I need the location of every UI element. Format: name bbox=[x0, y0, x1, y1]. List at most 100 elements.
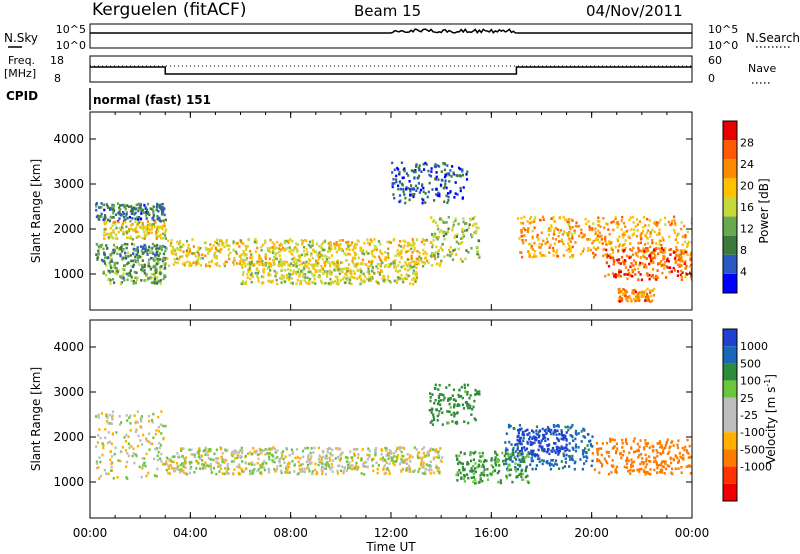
velocity-cell bbox=[135, 428, 138, 432]
velocity-cell bbox=[490, 459, 493, 462]
freq-tick-top: 18 bbox=[50, 54, 64, 67]
power-cell bbox=[577, 224, 581, 228]
power-cell bbox=[155, 245, 158, 248]
power-colorbar-frame bbox=[722, 120, 738, 294]
velocity-cell bbox=[125, 414, 128, 417]
power-cell bbox=[658, 228, 661, 231]
velocity-cell bbox=[513, 443, 517, 447]
velocity-cell bbox=[436, 419, 439, 422]
power-cell bbox=[356, 239, 359, 242]
power-cell bbox=[369, 238, 372, 242]
power-cell bbox=[658, 233, 661, 236]
power-cell bbox=[105, 244, 108, 247]
power-cell bbox=[475, 222, 478, 226]
power-cell bbox=[635, 295, 638, 298]
velocity-cell bbox=[135, 454, 138, 458]
power-cell bbox=[348, 281, 351, 285]
velocity-cell bbox=[519, 472, 522, 475]
velocity-cell bbox=[513, 427, 516, 431]
velocity-cell bbox=[461, 403, 464, 407]
power-cell bbox=[185, 253, 188, 257]
velocity-cell bbox=[596, 450, 599, 454]
power-cell bbox=[442, 220, 445, 224]
power-cell bbox=[393, 262, 396, 266]
power-cell bbox=[359, 267, 362, 271]
velocity-cell bbox=[511, 460, 514, 463]
velocity-cell bbox=[189, 462, 192, 466]
power-cell bbox=[158, 252, 162, 255]
power-cell bbox=[624, 266, 627, 269]
power-cell bbox=[255, 268, 258, 272]
power-cell bbox=[298, 256, 301, 260]
velocity-cell bbox=[449, 406, 452, 409]
velocity-cell bbox=[126, 419, 129, 422]
power-cell bbox=[294, 261, 297, 265]
power-cell bbox=[538, 242, 541, 246]
velocity-cell bbox=[535, 429, 538, 432]
power-cell bbox=[350, 282, 353, 286]
velocity-cell bbox=[190, 453, 193, 456]
velocity-cell bbox=[265, 448, 268, 452]
velocity-cell bbox=[548, 462, 551, 465]
power-cell bbox=[249, 273, 252, 277]
power-cell bbox=[130, 227, 133, 231]
velocity-cell bbox=[178, 455, 181, 459]
velocity-cell bbox=[436, 469, 439, 473]
power-cell bbox=[358, 276, 361, 279]
velocity-cell bbox=[535, 438, 538, 442]
velocity-cell bbox=[110, 465, 113, 469]
velocity-cell bbox=[328, 465, 331, 468]
power-cell bbox=[157, 230, 160, 233]
velocity-cell bbox=[656, 454, 659, 458]
velocity-cell bbox=[438, 471, 441, 475]
velocity-cell bbox=[671, 467, 674, 471]
power-cell bbox=[690, 221, 692, 224]
power-cell bbox=[596, 220, 599, 223]
power-cell bbox=[628, 295, 631, 298]
power-cell bbox=[98, 218, 101, 221]
power-cell bbox=[96, 214, 99, 218]
power-cell bbox=[287, 263, 290, 267]
power-cell bbox=[396, 279, 399, 282]
velocity-cell bbox=[567, 428, 570, 432]
velocity-cell bbox=[274, 470, 277, 473]
power-cell bbox=[362, 272, 365, 276]
power-cell bbox=[212, 244, 215, 247]
power-cell bbox=[689, 258, 692, 262]
power-cell bbox=[293, 264, 297, 267]
velocity-cell bbox=[433, 448, 436, 452]
power-cell bbox=[220, 239, 224, 243]
power-cell bbox=[160, 237, 163, 240]
power-cell bbox=[239, 254, 242, 257]
power-cell bbox=[542, 254, 545, 257]
power-cell bbox=[354, 253, 357, 257]
velocity-cell bbox=[231, 460, 234, 463]
velocity-cell bbox=[435, 466, 438, 469]
power-cell bbox=[641, 230, 645, 233]
velocity-cell bbox=[518, 473, 521, 476]
power-cell bbox=[105, 203, 108, 206]
power-cell bbox=[414, 272, 417, 276]
power-cell bbox=[314, 268, 317, 272]
power-cell bbox=[597, 223, 600, 227]
power-cell bbox=[299, 282, 303, 285]
power-cell bbox=[661, 251, 664, 254]
velocity-cell bbox=[472, 452, 476, 455]
power-cell bbox=[152, 205, 155, 208]
velocity-cell bbox=[547, 444, 550, 447]
power-cell bbox=[411, 238, 414, 241]
velocity-cell bbox=[151, 420, 154, 424]
power-cell bbox=[554, 227, 558, 230]
power-cell bbox=[197, 246, 200, 249]
velocity-cell bbox=[250, 452, 253, 456]
velocity-cell bbox=[521, 451, 524, 454]
power-cell bbox=[412, 276, 415, 280]
power-cell bbox=[431, 243, 434, 247]
velocity-cell bbox=[182, 469, 185, 473]
velocity-cell bbox=[402, 454, 405, 458]
power-cell bbox=[642, 216, 645, 219]
velocity-cell bbox=[421, 448, 424, 451]
power-cell bbox=[521, 239, 524, 242]
power-cell bbox=[373, 271, 376, 275]
velocity-cell bbox=[400, 469, 403, 472]
